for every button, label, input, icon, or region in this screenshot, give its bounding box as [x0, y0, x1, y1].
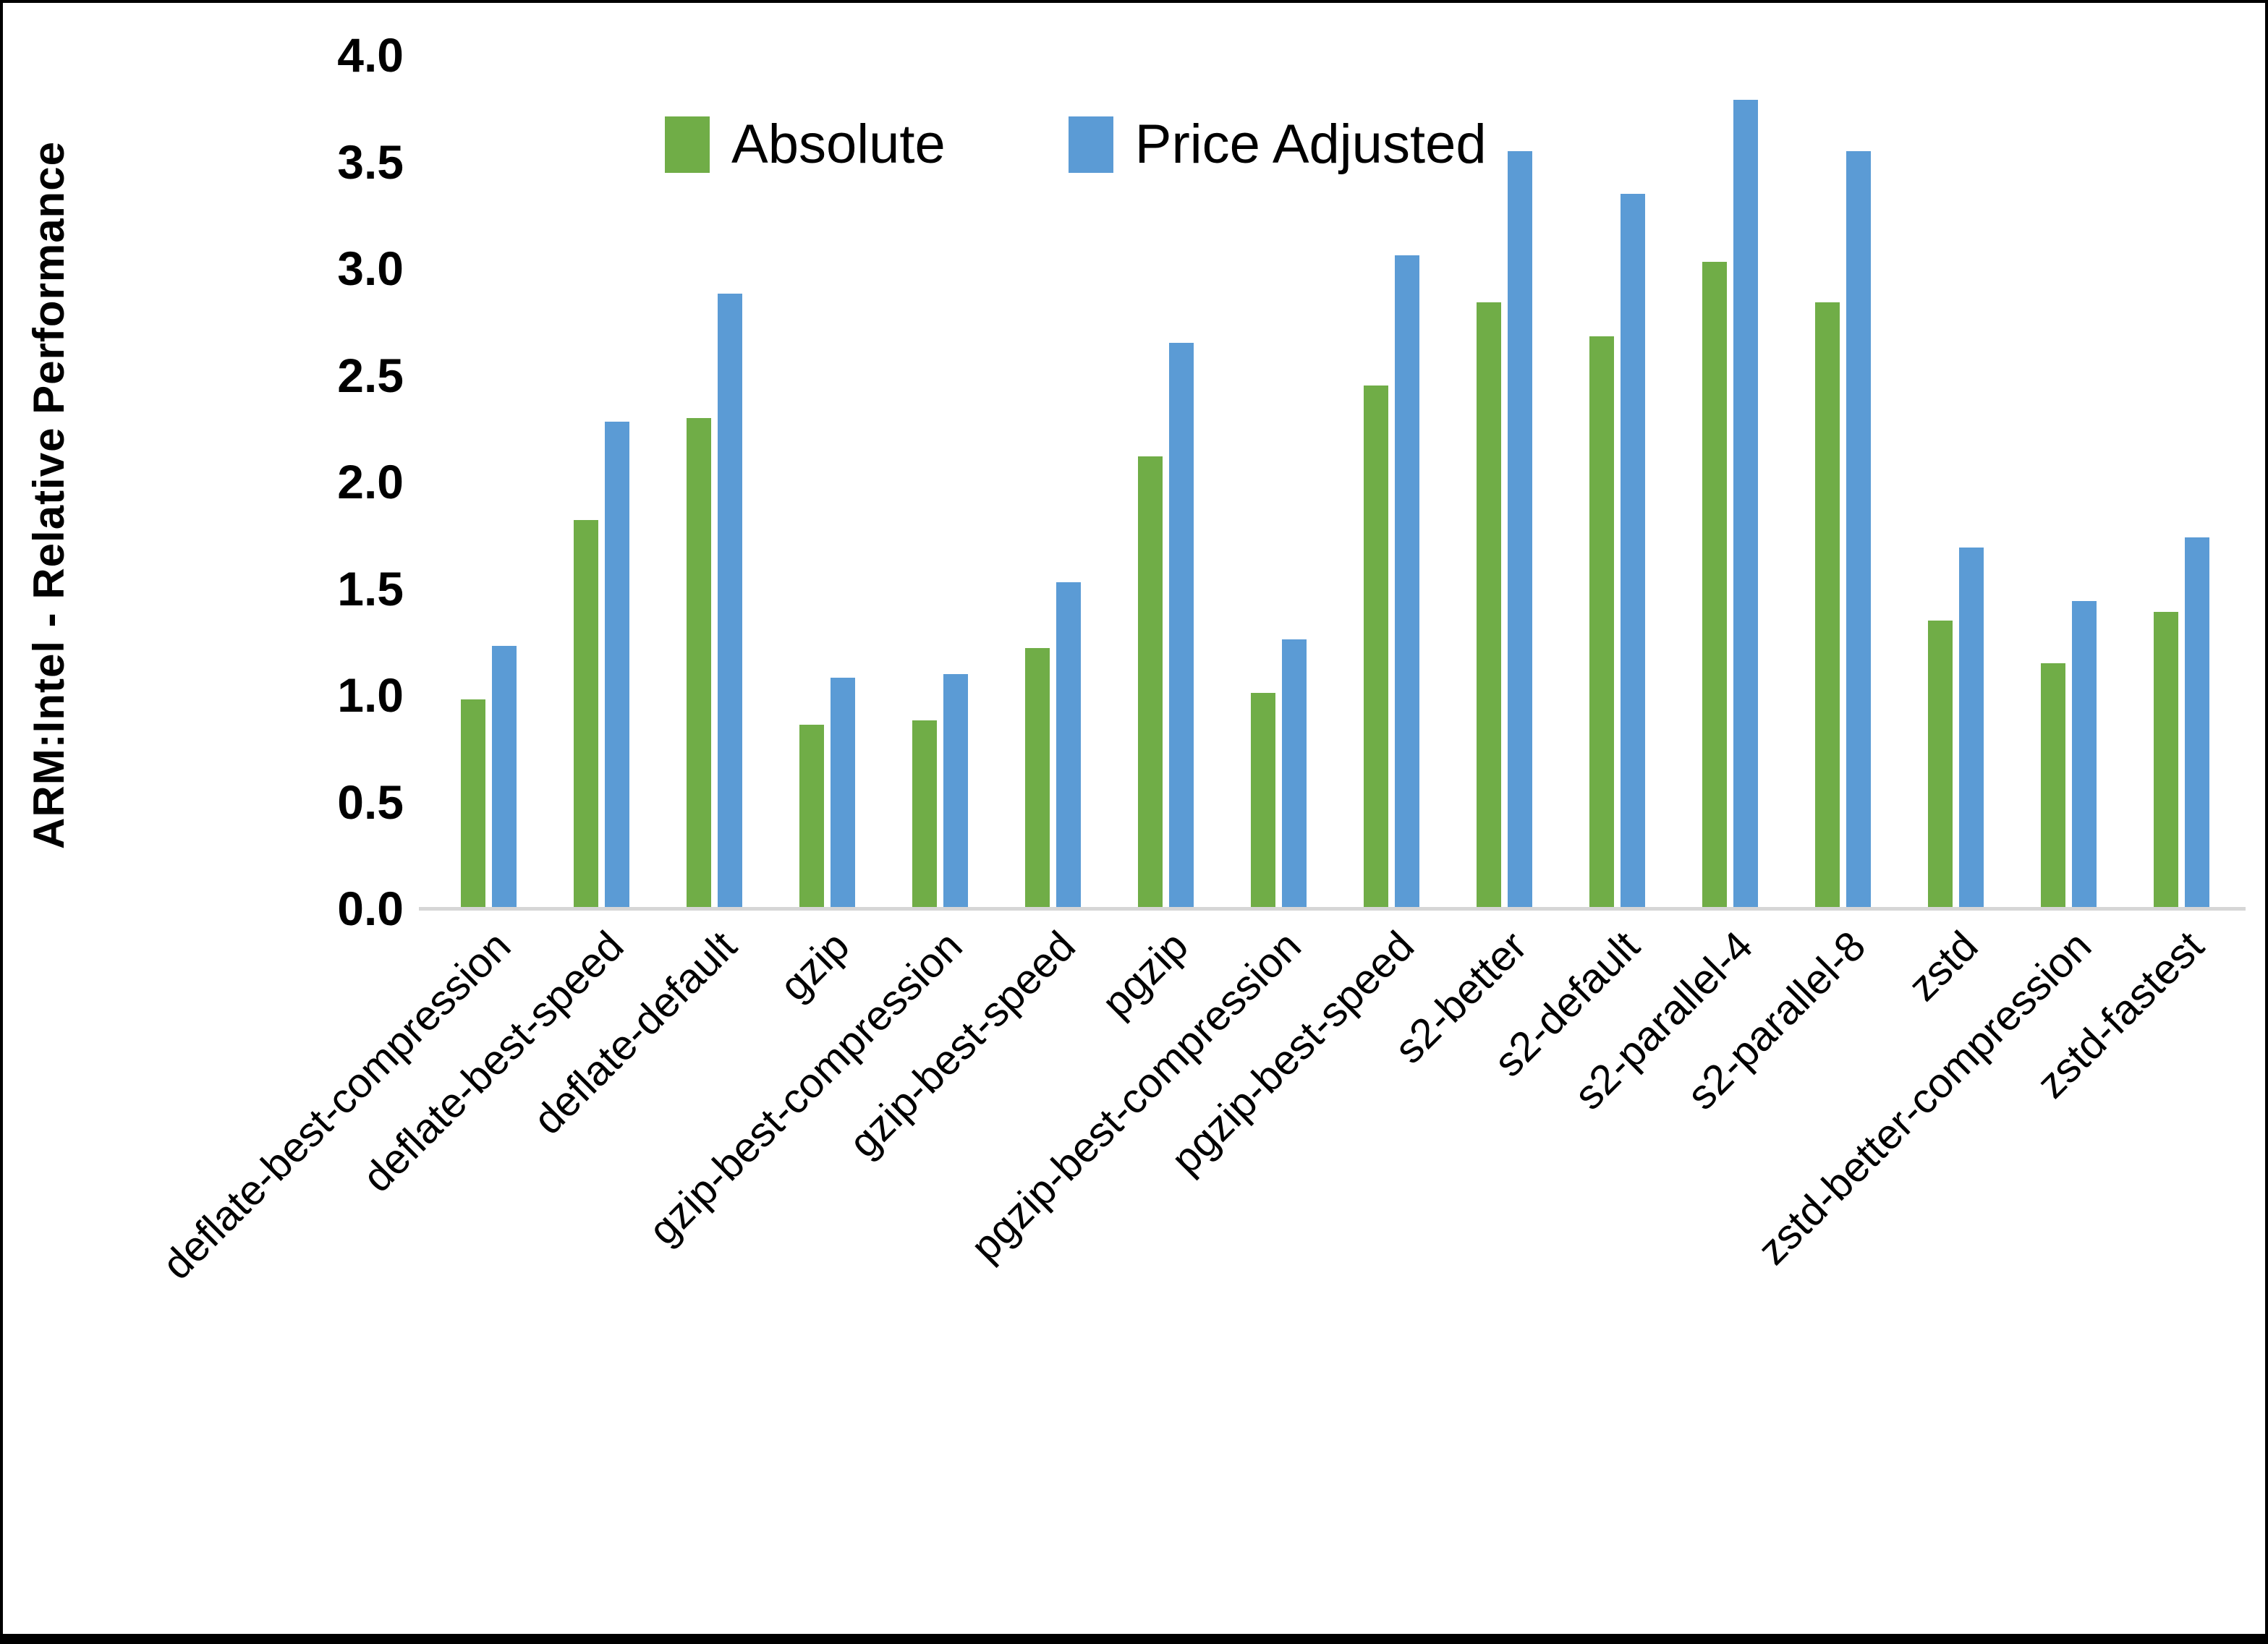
- y-axis-tick-labels: 0.0 0.5 1.0 1.5 2.0 2.5 3.0 3.5 4.0: [3, 31, 408, 932]
- bar-price-adjusted-s2-parallel-4: [1733, 99, 1759, 908]
- bar-price-adjusted-zstd-fastest: [2185, 537, 2210, 908]
- y-tick-label-3.0: 3.0: [337, 242, 404, 295]
- bar-group-zstd-fastest: zstd-fastest: [2028, 55, 2238, 1107]
- bar-group-deflate-default: deflate-default: [524, 55, 770, 1143]
- bar-group-gzip-best-compression: gzip-best-compression: [640, 55, 996, 1254]
- bar-price-adjusted-deflate-best-speed: [604, 422, 629, 908]
- y-tick-label-1.0: 1.0: [337, 668, 404, 722]
- bar-absolute-s2-better: [1477, 302, 1502, 908]
- absolute-series-swatch: [665, 116, 710, 173]
- y-tick-label-1.5: 1.5: [337, 561, 404, 616]
- legend-item-price-adjusted: Price Adjusted: [1068, 113, 1487, 176]
- bar-absolute-gzip: [799, 725, 824, 908]
- bar-absolute-pgzip-best-speed: [1364, 386, 1389, 908]
- price-adjusted-series-label: Price Adjusted: [1134, 114, 1487, 175]
- bar-group-deflate-best-speed: deflate-best-speed: [354, 55, 658, 1201]
- x-axis-label-gzip: gzip: [770, 922, 859, 1010]
- bar-price-adjusted-pgzip-best-compression: [1281, 639, 1307, 908]
- bar-group-pgzip-best-compression: pgzip-best-compression: [961, 55, 1335, 1271]
- bar-absolute-pgzip-best-compression: [1250, 693, 1275, 908]
- bar-absolute-gzip-best-speed: [1024, 648, 1050, 908]
- y-tick-label-0.5: 0.5: [337, 775, 404, 829]
- bar-price-adjusted-deflate-default: [717, 294, 742, 908]
- bar-price-adjusted-pgzip-best-speed: [1395, 255, 1420, 908]
- bar-price-adjusted-s2-default: [1621, 193, 1646, 908]
- y-tick-label-0.0: 0.0: [337, 882, 404, 935]
- y-tick-label-2.0: 2.0: [337, 455, 404, 508]
- bar-absolute-pgzip: [1137, 456, 1163, 908]
- bar-price-adjusted-zstd: [1959, 548, 1984, 908]
- bar-group-gzip: gzip: [770, 55, 883, 1010]
- bar-absolute-deflate-best-speed: [573, 520, 598, 908]
- bar-absolute-deflate-best-compression: [460, 699, 485, 908]
- bar-group-gzip-best-speed: gzip-best-speed: [840, 55, 1109, 1167]
- bar-absolute-s2-default: [1589, 336, 1615, 908]
- bar-group-s2-default: s2-default: [1485, 55, 1674, 1086]
- bar-price-adjusted-gzip-best-speed: [1056, 582, 1081, 908]
- x-axis-label-zstd: zstd: [1899, 922, 1987, 1010]
- bar-group-deflate-best-compression: deflate-best-compression: [153, 55, 545, 1289]
- bar-absolute-s2-parallel-4: [1702, 262, 1728, 908]
- x-axis-label-pgzip: pgzip: [1092, 922, 1197, 1027]
- bar-price-adjusted-s2-parallel-8: [1846, 150, 1872, 908]
- legend-item-absolute: Absolute: [665, 113, 946, 176]
- bar-groups: deflate-best-compression deflate-best-spe…: [153, 55, 2238, 1289]
- bar-price-adjusted-gzip: [830, 678, 855, 908]
- bar-absolute-s2-parallel-8: [1815, 302, 1840, 908]
- price-adjusted-series-swatch: [1068, 116, 1113, 173]
- y-tick-label-2.5: 2.5: [337, 348, 404, 402]
- bar-group-pgzip: pgzip: [1093, 55, 1222, 1026]
- bar-price-adjusted-zstd-better-compression: [2072, 601, 2097, 908]
- bar-price-adjusted-gzip-best-compression: [943, 673, 968, 908]
- x-axis-label-deflate-default: deflate-default: [524, 922, 746, 1144]
- bar-absolute-deflate-default: [686, 417, 711, 908]
- legend: Absolute Price Adjusted: [665, 113, 1487, 176]
- bar-absolute-zstd: [1928, 620, 1953, 908]
- bar-absolute-zstd-better-compression: [2041, 663, 2066, 908]
- y-tick-label-4.0: 4.0: [337, 28, 404, 82]
- bar-group-s2-parallel-8: s2-parallel-8: [1678, 55, 1900, 1119]
- absolute-series-label: Absolute: [731, 114, 946, 175]
- plot-area: deflate-best-compression deflate-best-spe…: [153, 55, 2246, 1289]
- bar-group-s2-parallel-4: s2-parallel-4: [1565, 55, 1787, 1119]
- bar-absolute-zstd-fastest: [2154, 611, 2179, 908]
- bar-price-adjusted-deflate-best-compression: [491, 646, 517, 908]
- y-tick-label-3.5: 3.5: [337, 135, 404, 189]
- x-axis-line: [419, 907, 2246, 911]
- bar-group-zstd: zstd: [1900, 55, 2013, 1010]
- bar-absolute-gzip-best-compression: [912, 720, 937, 908]
- bar-group-s2-better: s2-better: [1385, 55, 1561, 1073]
- bar-group-pgzip-best-speed: pgzip-best-speed: [1162, 55, 1448, 1183]
- bar-price-adjusted-s2-better: [1508, 150, 1533, 908]
- bar-price-adjusted-pgzip: [1168, 343, 1194, 908]
- bar-group-zstd-better-compression: zstd-better-compression: [1749, 55, 2125, 1274]
